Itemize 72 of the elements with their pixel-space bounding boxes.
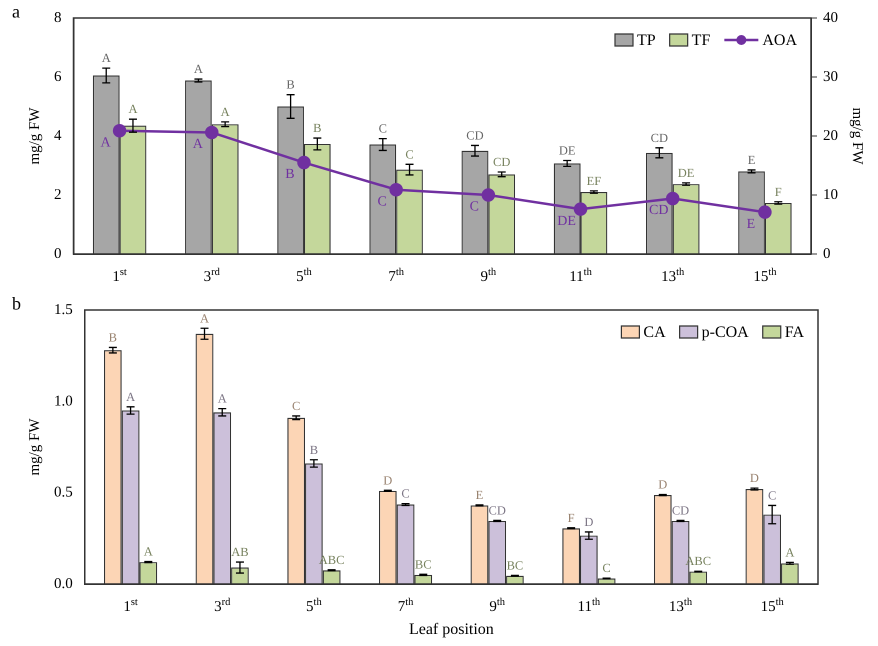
legend-label: CA <box>643 324 666 342</box>
data-label: A <box>128 102 138 116</box>
y-tick-label: 0.0 <box>54 576 73 592</box>
data-label: C <box>378 122 387 136</box>
data-label: E <box>748 152 756 167</box>
data-label: C <box>401 486 410 501</box>
data-label: D <box>750 471 759 486</box>
data-label: C <box>602 561 611 576</box>
chart-title: b <box>12 294 21 314</box>
data-label: A <box>144 544 153 559</box>
y-tick-label: 4 <box>54 128 62 144</box>
data-label: B <box>310 442 318 457</box>
data-label: A <box>126 390 136 404</box>
data-label: A <box>220 104 230 119</box>
y-tick-label: 8 <box>54 10 62 26</box>
data-label: A <box>192 137 204 152</box>
y-axis-title: mg/g FW <box>26 418 43 476</box>
data-label: BC <box>414 557 432 572</box>
legend-label: p-COA <box>702 324 750 342</box>
data-label: A <box>194 62 203 76</box>
data-label: DE <box>557 214 576 229</box>
x-axis-title: Leaf position <box>408 621 494 638</box>
data-label: CD <box>672 503 690 518</box>
y-tick-label: 0.5 <box>54 484 73 501</box>
legend-label: AOA <box>762 32 798 50</box>
legend-label: TP <box>636 32 656 50</box>
y2-tick-label: 10 <box>823 186 838 203</box>
y2-tick-label: 0 <box>823 246 830 262</box>
y2-tick-label: 20 <box>823 128 838 144</box>
data-label: C <box>377 194 387 210</box>
data-label: D <box>383 473 392 488</box>
data-label: DE <box>678 166 695 180</box>
data-label: CD <box>650 130 668 145</box>
data-label: C <box>470 200 480 215</box>
data-label: BC <box>506 558 524 572</box>
data-label: AB <box>231 545 249 560</box>
y2-tick-label: 30 <box>823 68 838 85</box>
y-tick-label: 2 <box>54 186 62 203</box>
data-label: A <box>102 51 111 66</box>
data-label: C <box>768 488 776 502</box>
data-label: C <box>292 398 300 413</box>
legend-label: TF <box>692 32 710 50</box>
data-label: CD <box>466 128 484 142</box>
data-label: B <box>286 78 295 92</box>
data-label: C <box>405 147 414 162</box>
data-label: EF <box>586 174 602 188</box>
data-label: D <box>658 478 668 492</box>
data-label: D <box>584 514 594 529</box>
data-label: A <box>218 392 227 406</box>
data-label: E <box>476 488 484 502</box>
data-label: DE <box>558 144 576 158</box>
data-label: B <box>108 330 118 344</box>
data-label: CD <box>493 155 510 170</box>
y2-axis-title: mg/g FW <box>849 107 866 166</box>
data-label: A <box>200 311 210 326</box>
data-label: A <box>785 545 794 560</box>
data-label: CD <box>488 503 506 518</box>
data-label: F <box>568 510 575 525</box>
y2-tick-label: 40 <box>823 10 838 26</box>
y-tick-label: 0 <box>54 246 62 262</box>
y-tick-label: 1.0 <box>54 393 73 410</box>
data-label: A <box>100 135 112 150</box>
legend-label: FA <box>784 324 804 342</box>
chart-title: a <box>12 2 20 22</box>
data-label: B <box>313 121 322 136</box>
data-label: CD <box>648 203 668 218</box>
data-label: E <box>746 216 756 232</box>
y-tick-label: 1.5 <box>54 302 73 318</box>
data-label: B <box>285 167 295 182</box>
y-tick-label: 6 <box>54 68 62 85</box>
data-label: F <box>774 184 782 199</box>
y-axis-title: mg/g FW <box>26 106 43 165</box>
